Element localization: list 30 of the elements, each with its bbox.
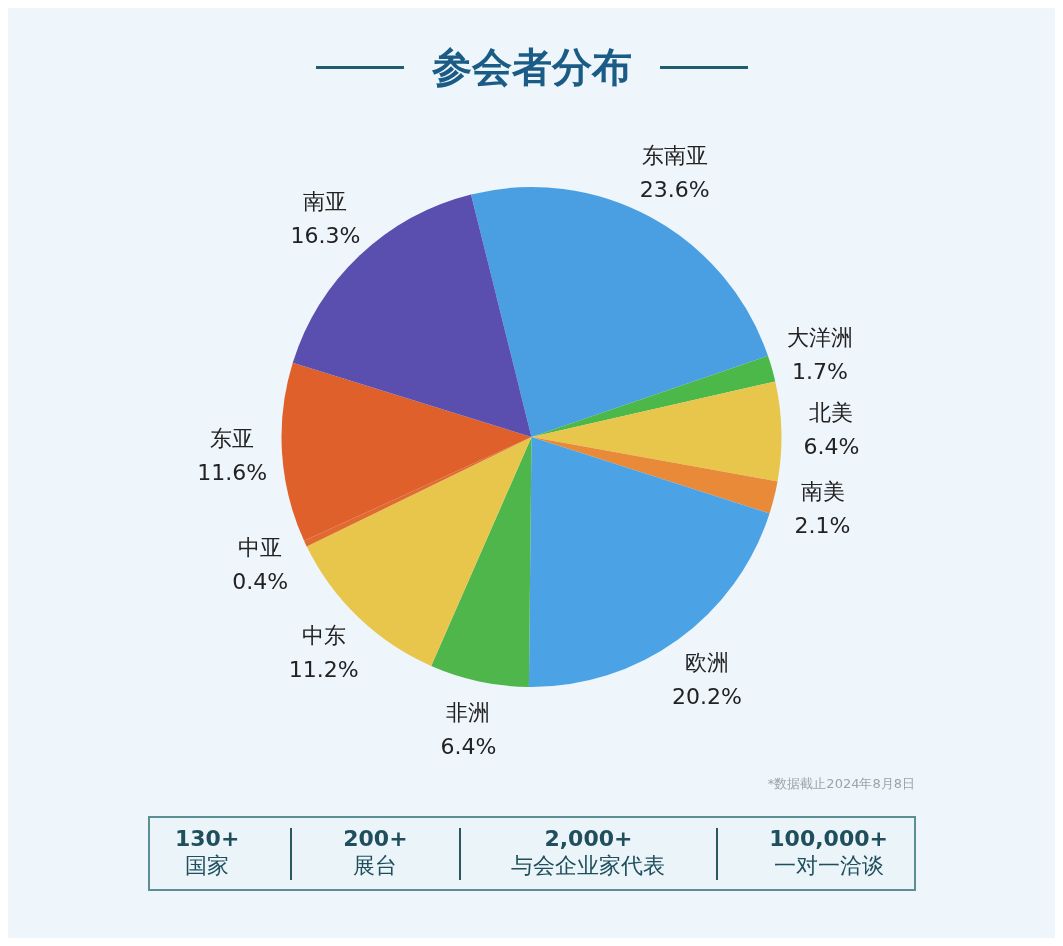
- text: 展台: [352, 852, 399, 880]
- slice-label: 东亚: [210, 425, 255, 451]
- chart-title: 参会者分布: [431, 43, 632, 92]
- text: 国家: [184, 852, 231, 880]
- slice-label: 北美: [809, 399, 854, 425]
- data-label: 23.6%: [639, 177, 710, 203]
- slice-label: 欧洲: [684, 650, 729, 676]
- data-label: 16.3%: [290, 222, 361, 248]
- data-label: 6.4%: [803, 433, 860, 459]
- text: 200+: [343, 826, 408, 851]
- text: 2,000+: [543, 826, 634, 851]
- data-label: 11.6%: [197, 459, 268, 485]
- slice-label: 非洲: [446, 700, 491, 726]
- slice-label: 中亚: [238, 534, 283, 560]
- data-label: 6.4%: [440, 734, 497, 760]
- slice-label: 南亚: [303, 188, 348, 214]
- data-label: 1.7%: [792, 358, 848, 384]
- text: 一对一洽谈: [772, 852, 885, 880]
- slice-label: 大洋洲: [787, 324, 854, 350]
- slice-label: 中东: [301, 623, 346, 649]
- data-label: 11.2%: [288, 657, 359, 683]
- data-label: 2.1%: [794, 513, 851, 539]
- slice-label: 东南亚: [641, 143, 708, 169]
- data-label: 0.4%: [232, 568, 289, 594]
- text: *数据截止2024年8月8日: [766, 775, 916, 793]
- text: 与会企业家代表: [511, 852, 666, 880]
- data-label: 20.2%: [672, 684, 742, 710]
- text: 100,000+: [769, 826, 888, 851]
- text: 130+: [174, 826, 240, 851]
- slice-label: 南美: [800, 479, 845, 505]
